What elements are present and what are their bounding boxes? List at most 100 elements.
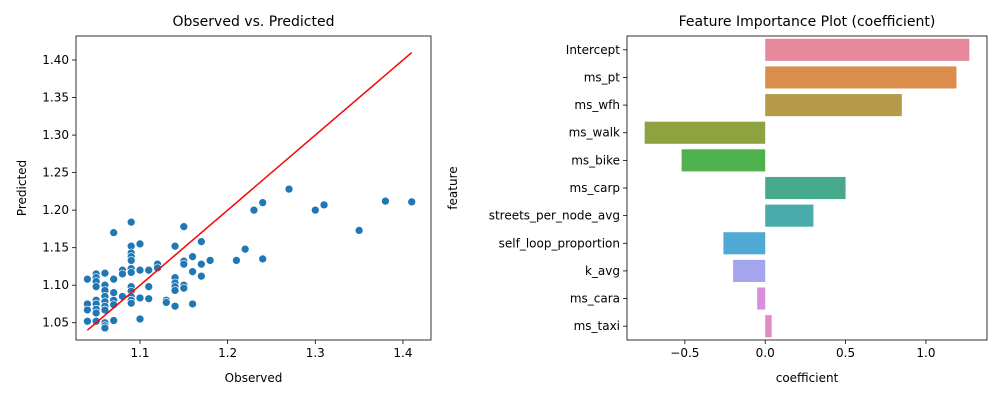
scatter-ytick-label: 1.05: [42, 316, 69, 330]
scatter-point: [109, 274, 119, 284]
bar-title: Feature Importance Plot (coefficient): [679, 14, 936, 30]
scatter-point: [126, 256, 136, 265]
scatter-xtick-label: 1.1: [130, 346, 149, 360]
scatter-point: [170, 286, 180, 295]
bar-category-label: ms_cara: [570, 292, 620, 306]
scatter-point: [135, 293, 145, 303]
scatter-point: [109, 316, 119, 325]
scatter-xlabel: Observed: [225, 371, 283, 385]
scatter-point: [126, 298, 136, 308]
bar-category-label: k_avg: [585, 264, 620, 278]
scatter-point: [153, 263, 162, 273]
bar-ms_pt: [765, 66, 957, 89]
bar-xtick-label: 0.0: [756, 346, 775, 360]
scatter-point: [205, 256, 215, 265]
scatter-point: [109, 228, 119, 238]
scatter-ytick-label: 1.40: [42, 53, 69, 67]
scatter-points: [83, 184, 417, 333]
scatter-ylabel: Predicted: [15, 160, 29, 216]
scatter-point: [310, 205, 320, 215]
scatter-point: [188, 267, 197, 277]
scatter-point: [232, 256, 241, 265]
scatter-point: [144, 282, 154, 292]
bar-category-label: self_loop_proportion: [499, 236, 620, 250]
bar-category-label: ms_pt: [584, 70, 621, 84]
bar-xtick-label: 0.5: [836, 346, 855, 360]
scatter-point: [381, 196, 390, 206]
scatter-point: [188, 299, 197, 309]
scatter-point: [196, 259, 206, 269]
bar-plot-frame: [626, 35, 988, 341]
scatter-point: [258, 198, 268, 207]
scatter-ytick-label: 1.25: [42, 166, 69, 180]
bar-marks: [644, 38, 970, 338]
scatter-point: [354, 226, 364, 235]
scatter-point: [284, 184, 294, 194]
bar-streets_per_node_avg: [765, 204, 814, 227]
bar-self_loop_proportion: [723, 232, 766, 255]
scatter-point: [91, 308, 101, 318]
scatter-ytick-label: 1.15: [42, 241, 69, 255]
scatter-point: [100, 268, 110, 278]
scatter-point: [188, 252, 197, 262]
scatter-ticks: 1.1 1.2 1.3 1.4 1.05 1.10 1.15 1.20 1.25 1.30 1.35…: [42, 53, 412, 360]
scatter-point: [83, 316, 92, 326]
bar-category-label: streets_per_node_avg: [489, 209, 620, 223]
scatter-point: [170, 241, 180, 251]
feature-importance-chart: Feature Importance Plot (coefficient) co…: [446, 14, 988, 385]
bar-xtick-label: 1.0: [916, 346, 935, 360]
bar-ms_wfh: [765, 94, 902, 117]
bar-xtick-label: −0.5: [670, 346, 699, 360]
scatter-point: [91, 282, 101, 292]
scatter-point: [319, 200, 329, 210]
scatter-point: [170, 301, 180, 311]
bar-ms_taxi: [765, 315, 772, 338]
bar-category-label: ms_taxi: [574, 319, 620, 333]
scatter-point: [144, 265, 154, 275]
bar-category-label: Intercept: [566, 43, 621, 57]
scatter-ytick-label: 1.30: [42, 128, 69, 142]
scatter-point: [118, 269, 127, 279]
scatter-point: [196, 237, 206, 247]
scatter-point: [196, 271, 206, 281]
scatter-xtick-label: 1.3: [306, 346, 325, 360]
scatter-ytick-label: 1.20: [42, 203, 69, 217]
scatter-ytick-label: 1.10: [42, 278, 69, 292]
scatter-point: [407, 197, 417, 207]
scatter-point: [109, 288, 119, 298]
bar-ticks: −0.5 0.0 0.5 1.0 Intercept ms_pt ms_wfh ms_walk…: [489, 43, 936, 360]
scatter-point: [83, 274, 92, 284]
scatter-point: [100, 323, 110, 333]
scatter-ytick-label: 1.35: [42, 91, 69, 105]
scatter-point: [179, 222, 189, 232]
scatter-point: [179, 283, 189, 293]
scatter-point: [126, 268, 136, 277]
bar-category-label: ms_wfh: [574, 98, 620, 112]
scatter-xtick-label: 1.4: [393, 346, 412, 360]
scatter-point: [249, 205, 259, 215]
scatter-point: [258, 254, 268, 264]
scatter-point: [100, 305, 110, 315]
scatter-point: [135, 314, 145, 324]
scatter-plot-frame: [75, 35, 432, 341]
bar-ms_walk: [644, 121, 766, 144]
scatter-point: [135, 265, 145, 275]
scatter-point: [144, 294, 154, 304]
bar-k_avg: [733, 259, 766, 282]
bar-ms_carp: [765, 176, 846, 200]
bar-category-label: ms_walk: [569, 126, 620, 140]
scatter-point: [126, 217, 136, 227]
bar-ms_bike: [681, 149, 766, 172]
scatter-xtick-label: 1.2: [218, 346, 237, 360]
scatter-point: [179, 259, 189, 269]
scatter-point: [83, 305, 92, 315]
bar-category-label: ms_bike: [571, 153, 620, 167]
scatter-point: [240, 244, 250, 254]
bar-category-label: ms_carp: [570, 181, 620, 195]
scatter-point: [161, 298, 171, 307]
bar-ylabel: feature: [446, 166, 460, 209]
scatter-chart: Observed vs. Predicted Observed Predicte…: [15, 14, 432, 385]
scatter-title: Observed vs. Predicted: [172, 14, 334, 30]
scatter-point: [91, 316, 101, 326]
